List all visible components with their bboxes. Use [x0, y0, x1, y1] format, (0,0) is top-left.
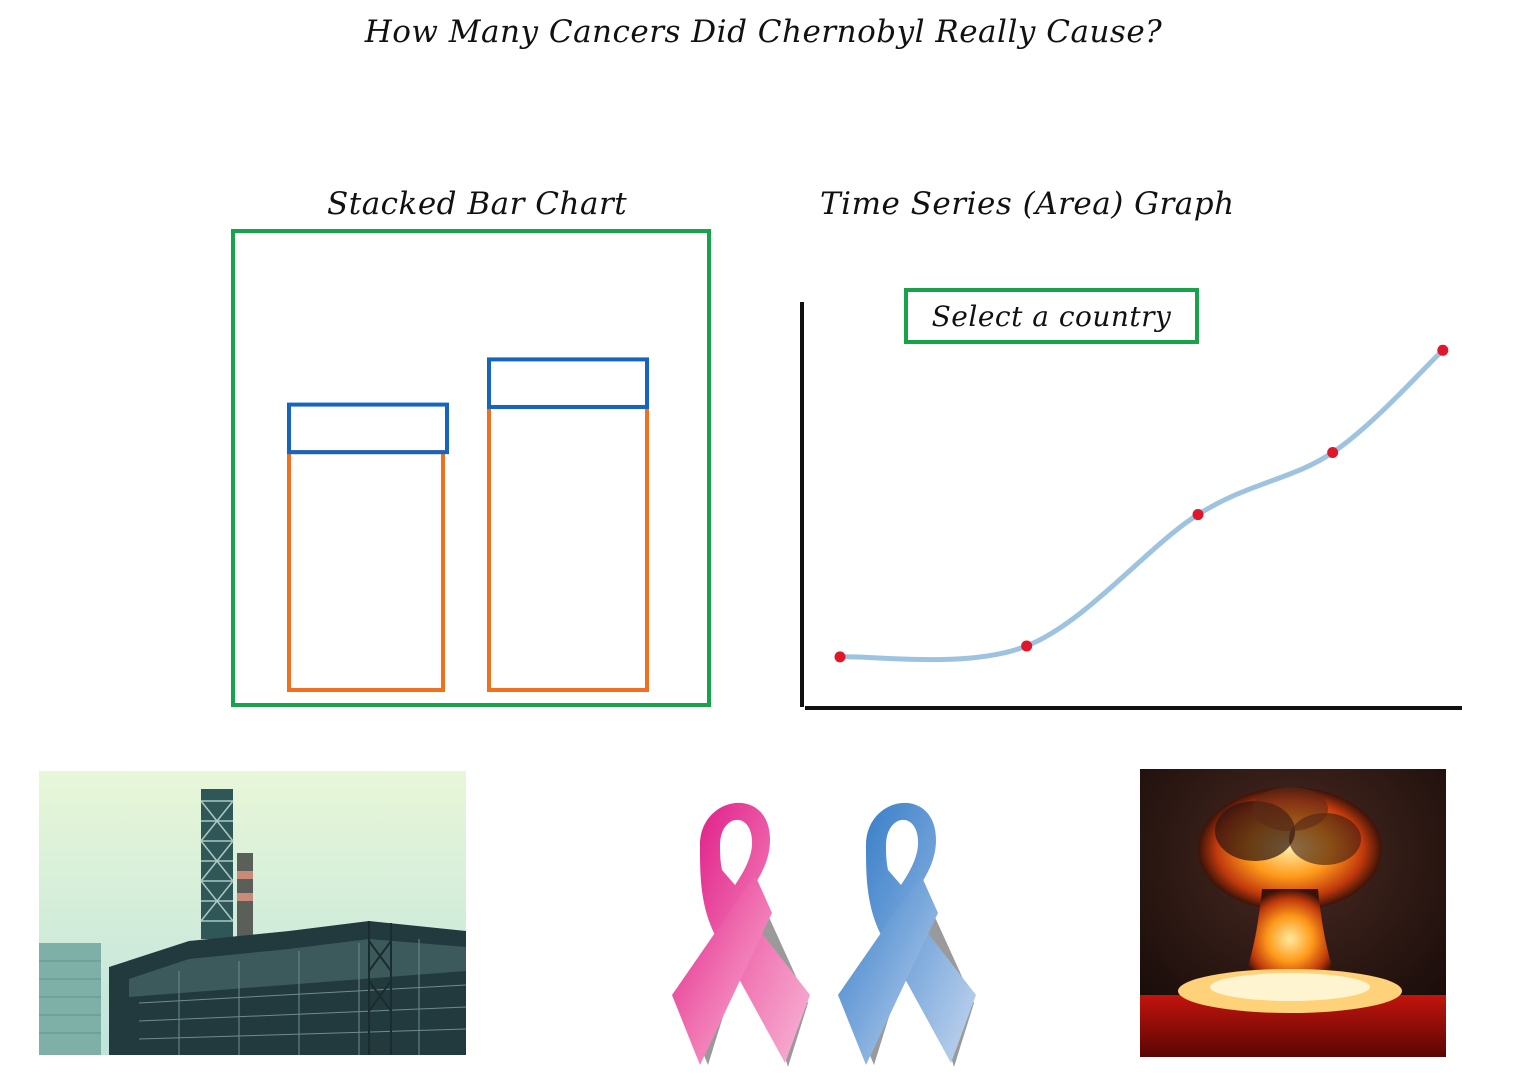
- area-graph-point-5: [1437, 344, 1449, 356]
- area-graph-point-3: [1192, 509, 1204, 521]
- select-country-button[interactable]: Select a country: [904, 288, 1199, 344]
- area-graph-point-1: [834, 651, 846, 663]
- page-title: How Many Cancers Did Chernobyl Really Ca…: [364, 14, 1163, 50]
- stacked-bar-2-bottom-segment: [487, 404, 649, 692]
- stacked-bars: [287, 357, 649, 693]
- area-graph-points: [834, 344, 1449, 663]
- area-graph-point-4: [1327, 447, 1339, 458]
- stacked-bar-chart-title: Stacked Bar Chart: [327, 186, 628, 222]
- nuclear-explosion-photo: [1140, 769, 1446, 1057]
- area-graph-title: Time Series (Area) Graph: [820, 186, 1235, 222]
- chernobyl-plant-photo: [39, 771, 466, 1055]
- area-graph-series-line: [837, 347, 1446, 663]
- awareness-ribbons-image: [660, 785, 990, 1075]
- stacked-bar-1-top-segment: [287, 402, 449, 455]
- area-graph-point-2: [1021, 640, 1033, 652]
- stacked-bar-1-bottom-segment: [287, 450, 445, 693]
- stacked-bar-chart-frame: [231, 229, 711, 707]
- stacked-bar-2-top-segment: [487, 357, 649, 409]
